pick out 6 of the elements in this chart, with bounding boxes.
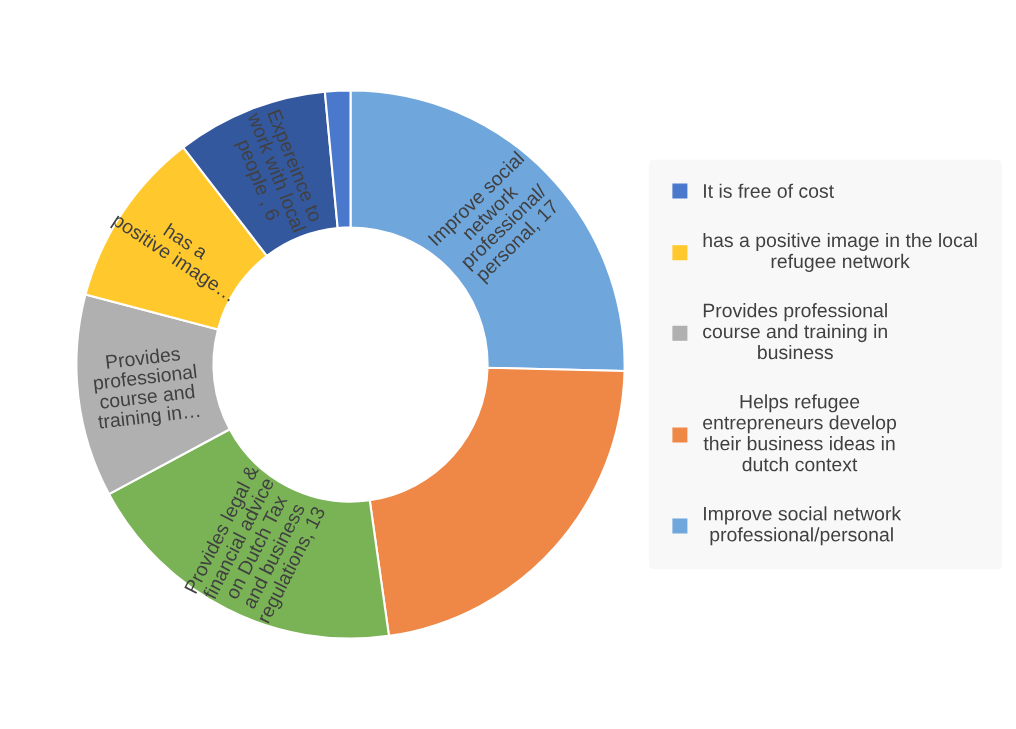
- legend-label: has a positive image in the local refugee network: [703, 232, 977, 272]
- legend-label: Provides professional course and training in business: [703, 303, 887, 360]
- data-label: Provides professional course and training in…: [93, 346, 200, 433]
- legend-label: It is free of cost: [704, 183, 834, 198]
- legend-label: Improve social network professional/personal: [704, 506, 902, 546]
- slice-label: Helps refugee entrepreneurs develop their business ideas in dutch context: [703, 394, 897, 472]
